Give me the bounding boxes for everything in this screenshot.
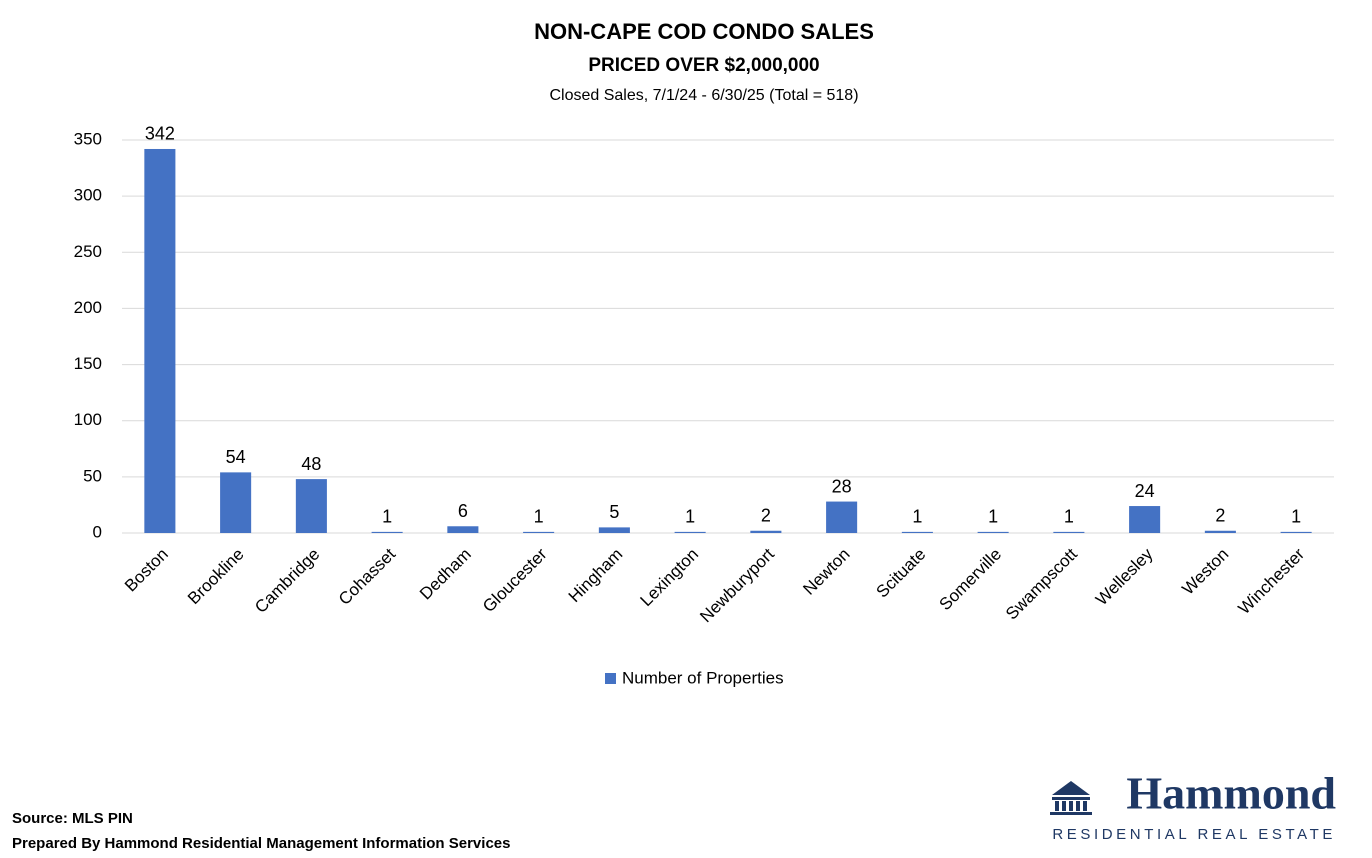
- data-label: 48: [301, 454, 321, 474]
- x-tick-label: Dedham: [416, 545, 475, 604]
- bar: [1053, 531, 1085, 533]
- x-tick-label: Wellesley: [1092, 544, 1157, 609]
- y-tick-label: 0: [93, 522, 102, 541]
- bar: [750, 530, 782, 533]
- prepared-by-note: Prepared By Hammond Residential Manageme…: [12, 835, 510, 852]
- bar: [977, 531, 1009, 533]
- x-tick-label: Winchester: [1235, 544, 1309, 618]
- y-tick-label: 350: [74, 129, 102, 148]
- legend-swatch: [605, 673, 616, 684]
- source-note: Source: MLS PIN: [12, 810, 133, 827]
- data-label: 1: [1064, 507, 1074, 527]
- x-tick-label: Brookline: [184, 545, 248, 609]
- x-tick-label: Boston: [121, 545, 172, 596]
- x-tick-label: Gloucester: [479, 544, 551, 616]
- data-label: 1: [685, 507, 695, 527]
- bar: [295, 479, 327, 533]
- data-label: 1: [988, 507, 998, 527]
- data-label: 6: [458, 501, 468, 521]
- bar: [901, 531, 933, 533]
- chart-caption: Closed Sales, 7/1/24 - 6/30/25 (Total = …: [549, 87, 858, 104]
- x-tick-label: Scituate: [872, 545, 929, 602]
- data-label: 2: [1215, 506, 1225, 526]
- bar: [826, 501, 858, 533]
- legend-label: Number of Properties: [622, 668, 784, 687]
- data-label: 1: [534, 507, 544, 527]
- logo-tagline: RESIDENTIAL REAL ESTATE: [1052, 826, 1336, 843]
- x-tick-label: Hingham: [565, 545, 627, 607]
- y-tick-label: 300: [74, 186, 102, 205]
- bar: [674, 531, 706, 533]
- x-tick-label: Somerville: [936, 545, 1006, 615]
- x-tick-label: Weston: [1178, 545, 1232, 599]
- data-label: 24: [1135, 481, 1155, 501]
- x-tick-label: Lexington: [637, 545, 703, 611]
- bar: [1129, 506, 1161, 533]
- data-label: 1: [912, 507, 922, 527]
- data-label: 28: [832, 476, 852, 496]
- data-label: 2: [761, 506, 771, 526]
- x-tick-label: Cohasset: [335, 544, 399, 608]
- x-tick-label: Cambridge: [251, 545, 323, 617]
- bar: [1280, 531, 1312, 533]
- chart-subtitle: PRICED OVER $2,000,000: [588, 55, 819, 76]
- x-tick-label: Swampscott: [1002, 544, 1081, 623]
- chart-title: NON-CAPE COD CONDO SALES: [534, 19, 874, 44]
- logo-name: Hammond: [1126, 768, 1336, 819]
- y-tick-label: 250: [74, 242, 102, 261]
- y-tick-label: 200: [74, 298, 102, 317]
- bar: [220, 472, 252, 533]
- logo-icon: [1050, 781, 1092, 815]
- y-tick-label: 150: [74, 354, 102, 373]
- data-label: 1: [382, 507, 392, 527]
- data-label: 54: [226, 447, 246, 467]
- data-label: 5: [609, 502, 619, 522]
- data-label: 1: [1291, 507, 1301, 527]
- bar: [1204, 530, 1236, 533]
- y-tick-label: 50: [83, 466, 102, 485]
- x-tick-label: Newton: [799, 545, 853, 599]
- bar: [598, 527, 630, 533]
- data-label: 342: [145, 124, 175, 144]
- y-tick-label: 100: [74, 410, 102, 429]
- bar: [144, 148, 176, 534]
- bar: [523, 531, 555, 533]
- bar: [447, 526, 479, 533]
- bar: [371, 531, 403, 533]
- x-tick-label: Newburyport: [696, 544, 778, 626]
